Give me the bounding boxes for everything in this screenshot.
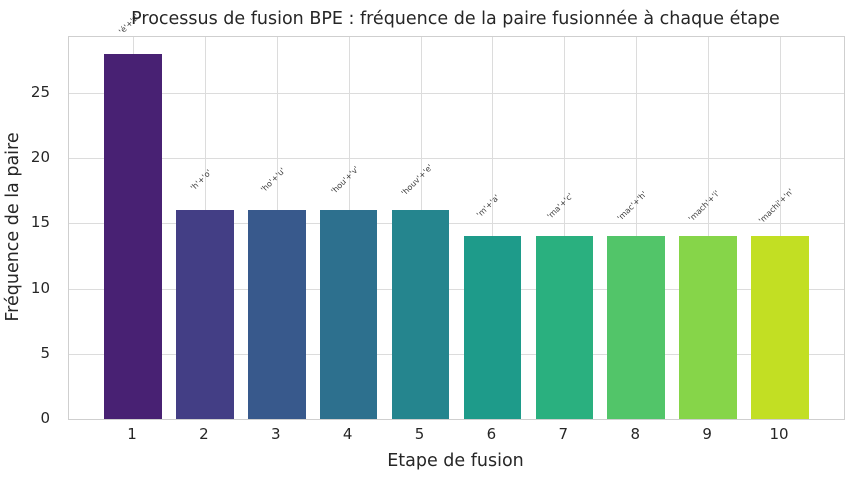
- bar-label: 'hou'+'v': [329, 164, 361, 197]
- x-tick-label: 10: [769, 425, 789, 443]
- gridline-vertical: [780, 37, 782, 419]
- y-tick-label: 15: [30, 213, 50, 232]
- y-tick-label: 25: [30, 83, 50, 102]
- y-tick-label: 10: [30, 278, 50, 297]
- bar: [607, 236, 665, 419]
- gridline-horizontal: [69, 93, 844, 95]
- x-tick-label: 8: [630, 425, 640, 443]
- x-axis-label: Etape de fusion: [387, 451, 524, 471]
- x-tick-label: 3: [270, 425, 281, 443]
- chart-title: Processus de fusion BPE : fréquence de l…: [131, 9, 780, 29]
- gridline-horizontal: [69, 223, 844, 225]
- bar-label: 'houv'+'e': [399, 163, 435, 198]
- bar-label: 'mach'+'i': [686, 189, 722, 224]
- bar: [751, 236, 809, 419]
- bar: [104, 53, 162, 419]
- bar: [463, 236, 522, 419]
- bar: [391, 210, 450, 419]
- y-tick-label: 20: [30, 148, 50, 167]
- bar-label: 'mac'+'h': [615, 190, 649, 224]
- bar-label: 'ma'+'c': [545, 191, 576, 222]
- gridline-vertical: [708, 37, 710, 419]
- x-tick-label: 9: [702, 425, 712, 443]
- gridline-horizontal: [69, 353, 844, 355]
- gridline-vertical: [492, 37, 494, 419]
- bar: [679, 236, 737, 419]
- x-tick-label: 1: [127, 425, 137, 443]
- y-tick-label: 5: [40, 343, 50, 362]
- bar-label: 'machi'+'n': [757, 187, 796, 226]
- bar-label: 'm'+'a': [475, 193, 502, 220]
- bar: [176, 210, 234, 419]
- x-tick-label: 6: [486, 425, 497, 443]
- y-tick-labels: 0 5 10 15 20 25: [0, 36, 60, 427]
- bar-label: 'ho'+'u': [258, 166, 287, 195]
- plot-area: 'é'+'z''h'+'o''ho'+'u''hou'+'v''houv'+'e…: [68, 12, 845, 420]
- gridline-horizontal: [69, 158, 844, 160]
- gridline-horizontal: [69, 288, 844, 290]
- bar: [248, 210, 306, 419]
- x-tick-label: 2: [199, 425, 209, 443]
- gridline-vertical: [636, 37, 638, 419]
- x-tick-label: 5: [414, 425, 425, 443]
- bar-label: 'h'+'o': [188, 168, 214, 193]
- gridline-vertical: [564, 37, 566, 419]
- bar: [319, 210, 378, 419]
- x-tick-labels: 1 2 3 4 5 6 7 8 9 10: [68, 424, 843, 446]
- y-tick-label: 0: [40, 409, 50, 427]
- bar: [535, 236, 594, 419]
- x-tick-label: 4: [342, 425, 353, 443]
- x-tick-label: 7: [558, 425, 569, 443]
